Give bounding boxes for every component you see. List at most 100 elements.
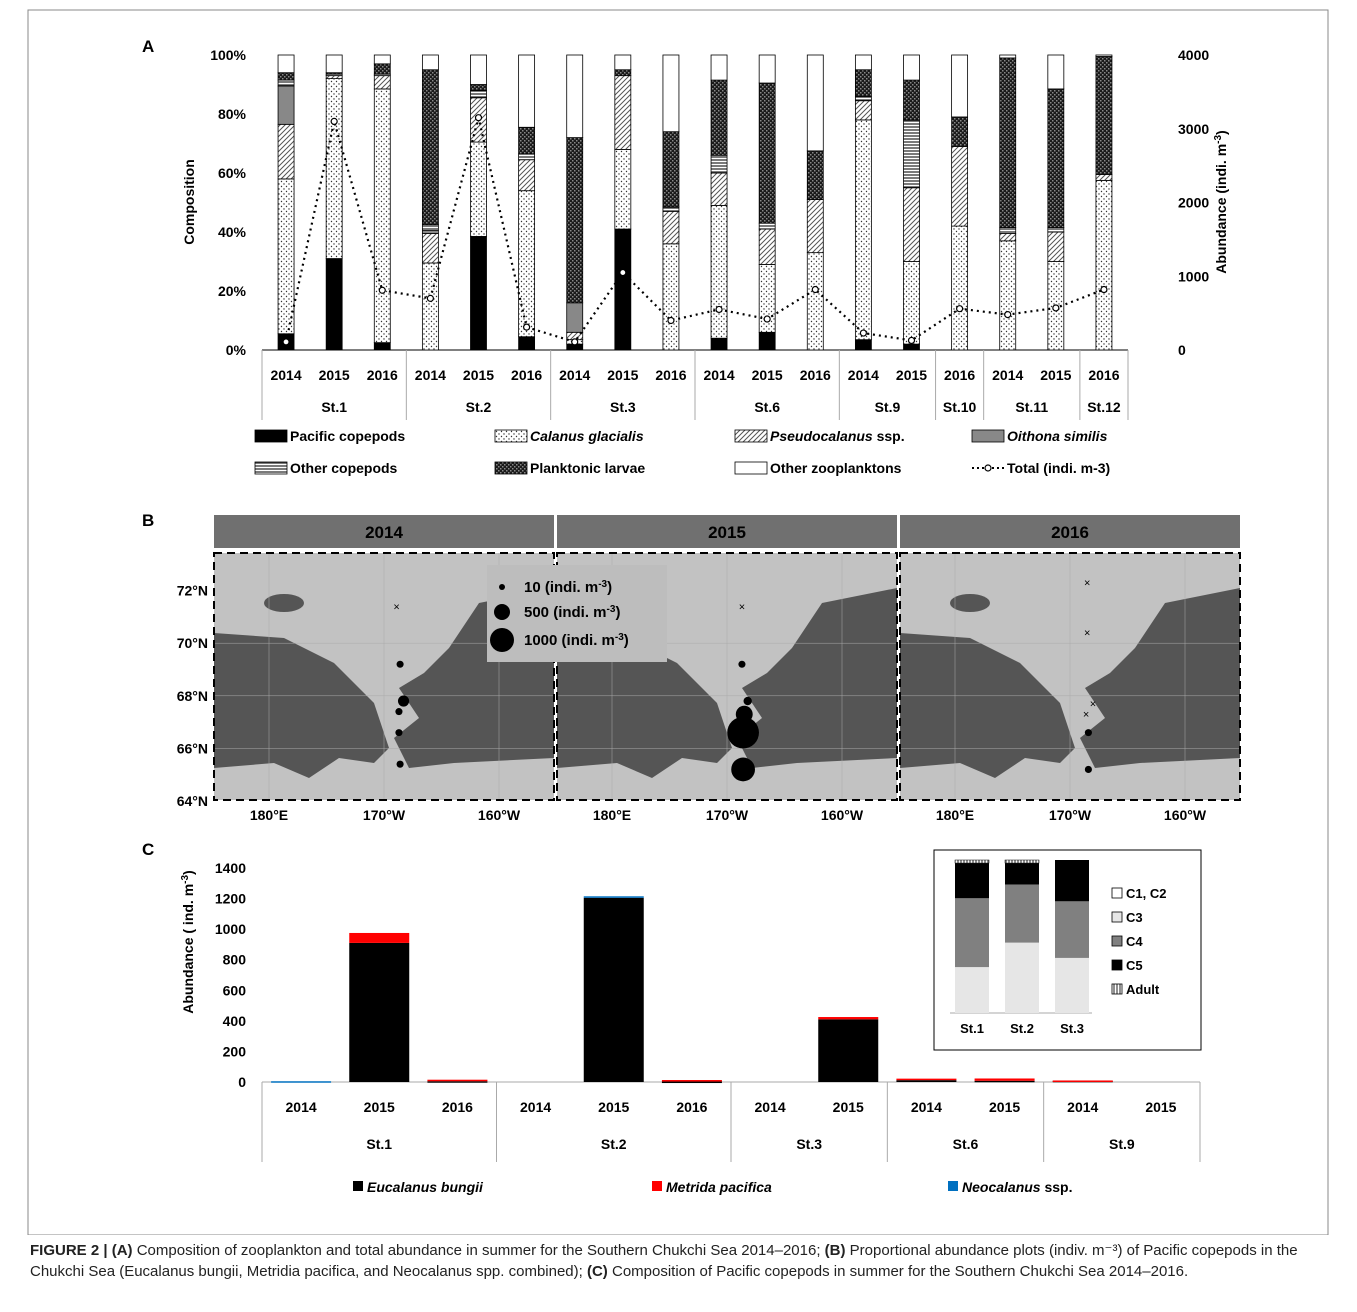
map-station-absent-marker: × <box>1084 628 1090 640</box>
map-frame <box>899 552 1241 801</box>
panel-a-bar-segment <box>277 79 295 87</box>
legend-label: Pacific copepods <box>290 428 405 444</box>
inset-bar-segment <box>1055 957 1089 1013</box>
inset-legend-swatch <box>1111 887 1123 899</box>
panel-a-total-point <box>1100 285 1108 294</box>
legend-label: Oithona similis <box>1007 428 1108 444</box>
inset-legend-label: C5 <box>1126 958 1143 973</box>
panel-a-y-tick-label: 0% <box>226 342 247 358</box>
legend-swatch <box>734 461 768 475</box>
map-land-alaska <box>737 588 897 768</box>
panel-c-station-label: St.9 <box>1109 1136 1135 1152</box>
panel-a-bar-segment <box>614 228 632 351</box>
panel-c-y-tick-label: 600 <box>223 982 247 998</box>
panel-a-total-point <box>859 329 867 337</box>
panel-a-total-line <box>284 117 1105 344</box>
panel-c-x-tick-label: 2015 <box>364 1099 395 1115</box>
panel-a-bar-segment <box>277 178 295 335</box>
panel-a-x-tick-label: 2016 <box>655 367 686 383</box>
panel-a-bar-segment <box>806 54 824 152</box>
panel-a-bar-segment <box>758 54 776 84</box>
panel-a-bar-segment <box>662 210 680 245</box>
panel-a-bar-segment <box>325 258 343 351</box>
panel-a-x-tick-label: 2014 <box>703 367 734 383</box>
panel-a-bar-segment <box>903 343 920 351</box>
map-lon-tick-label: 180°E <box>593 807 631 823</box>
panel-a-bar-segment <box>518 159 536 192</box>
panel-c-y-tick-label: 0 <box>238 1074 246 1090</box>
legend-swatch <box>254 461 288 475</box>
panel-c-bar-segment <box>974 1080 1035 1083</box>
panel-a-y2-tick-label: 1000 <box>1178 268 1209 284</box>
panel-a-bar-segment <box>758 82 776 224</box>
panel-a-bar-segment <box>373 54 391 65</box>
inset-bar-segment <box>955 898 989 968</box>
panel-a-x-tick-label: 2014 <box>848 367 879 383</box>
map-wrangel-island <box>264 594 304 612</box>
legend-label: Planktonic larvae <box>530 460 645 476</box>
panel-c-x-tick-label: 2014 <box>520 1099 551 1115</box>
panel-a-bar-segment <box>1047 231 1065 262</box>
panel-a-bar-segment <box>421 262 439 351</box>
map-station-absent-marker: × <box>1084 578 1090 590</box>
panel-a-bar-segment <box>421 224 439 231</box>
panel-a-bar-segment <box>277 123 295 180</box>
panel-a-bar-segment <box>1095 56 1113 175</box>
map-year-label: 2015 <box>708 523 746 542</box>
panel-c-y-tick-label: 400 <box>223 1013 247 1029</box>
panel-c-x-tick-label: 2014 <box>286 1099 317 1115</box>
panel-a-y-tick-label: 100% <box>210 47 246 63</box>
panel-c-station-label: St.1 <box>366 1136 392 1152</box>
panel-a-bar-segment <box>277 72 295 81</box>
panel-a-bar-segment <box>854 69 872 97</box>
map-station-absent-marker: × <box>739 601 745 613</box>
panel-c-bar-segment <box>818 1019 879 1082</box>
inset-bar-segment <box>955 967 989 1013</box>
map-station-bubble <box>1084 729 1092 737</box>
panel-a-bar-segment <box>614 54 632 71</box>
panel-a-x-tick-label: 2014 <box>270 367 301 383</box>
panel-a-x-tick-label: 2014 <box>559 367 590 383</box>
figure-frame <box>27 9 1329 1235</box>
map-size-legend-label: 500 (indi. m-3) <box>524 604 620 622</box>
map-lon-tick-label: 160°W <box>821 807 864 823</box>
map-land-siberia <box>557 633 732 778</box>
panel-a-bar-segment <box>662 54 680 133</box>
panel-a-x-tick-label: 2015 <box>607 367 638 383</box>
panel-c-station-label: St.3 <box>796 1136 822 1152</box>
map-year-header <box>900 515 1240 548</box>
panel-a-bar-segment <box>854 119 872 341</box>
panel-a-bar-segment <box>710 205 728 339</box>
panel-c-x-tick-label: 2016 <box>442 1099 473 1115</box>
map-station-bubble <box>397 695 410 707</box>
map-station-bubble <box>396 760 404 768</box>
panel-c-bar-segment <box>583 897 644 1082</box>
panel-a-total-point <box>1004 311 1012 319</box>
panel-a-bar-segment <box>373 75 391 90</box>
inset-bar-segment <box>1005 863 1039 885</box>
map-station-bubble <box>731 757 755 782</box>
panel-a-bar-segment <box>662 131 680 208</box>
panel-c-y-tick-label: 1400 <box>215 860 246 876</box>
panel-a-bar-segment <box>951 54 969 118</box>
map-size-legend-box <box>487 565 667 662</box>
caption-part-a-tag: (A) <box>111 1242 133 1259</box>
map-lon-tick-label: 180°E <box>936 807 974 823</box>
panel-label-a: A <box>142 37 154 56</box>
panel-c-bar-segment <box>583 896 644 898</box>
panel-c-legend-label: Neocalanus ssp. <box>962 1179 1073 1195</box>
panel-c-y-axis-label: Abundance ( ind. m-3) <box>180 870 197 1013</box>
legend-swatch <box>494 461 528 475</box>
panel-c-x-tick-label: 2015 <box>833 1099 864 1115</box>
panel-a-bar-segment <box>566 137 584 304</box>
panel-a-x-tick-label: 2015 <box>896 367 927 383</box>
inset-legend-label: C3 <box>1126 910 1143 925</box>
map-lat-tick-label: 68°N <box>177 688 208 704</box>
panel-c-legend-label: Metrida pacifica <box>666 1179 772 1195</box>
inset-legend-swatch <box>1111 911 1123 923</box>
panel-c-bar-segment <box>661 1081 722 1084</box>
panel-c-y-tick-label: 800 <box>223 952 247 968</box>
panel-a-bar-segment <box>373 63 391 75</box>
legend-label: Calanus glacialis <box>530 428 644 444</box>
panel-a-bar-segment <box>806 150 824 200</box>
